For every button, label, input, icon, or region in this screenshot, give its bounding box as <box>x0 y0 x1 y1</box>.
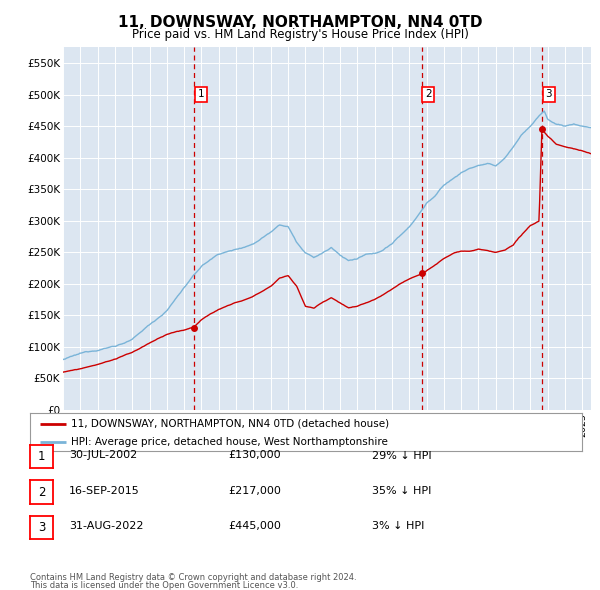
Text: 31-AUG-2022: 31-AUG-2022 <box>69 522 143 531</box>
Text: 1: 1 <box>38 450 45 463</box>
Text: £130,000: £130,000 <box>228 451 281 460</box>
Text: 3% ↓ HPI: 3% ↓ HPI <box>372 522 424 531</box>
Text: 1: 1 <box>197 89 204 99</box>
Text: HPI: Average price, detached house, West Northamptonshire: HPI: Average price, detached house, West… <box>71 437 388 447</box>
Text: Price paid vs. HM Land Registry's House Price Index (HPI): Price paid vs. HM Land Registry's House … <box>131 28 469 41</box>
Text: 30-JUL-2002: 30-JUL-2002 <box>69 451 137 460</box>
Text: 29% ↓ HPI: 29% ↓ HPI <box>372 451 431 460</box>
Text: 2: 2 <box>425 89 431 99</box>
Text: 11, DOWNSWAY, NORTHAMPTON, NN4 0TD: 11, DOWNSWAY, NORTHAMPTON, NN4 0TD <box>118 15 482 30</box>
Text: £217,000: £217,000 <box>228 486 281 496</box>
Text: 16-SEP-2015: 16-SEP-2015 <box>69 486 140 496</box>
Text: 3: 3 <box>545 89 552 99</box>
Text: Contains HM Land Registry data © Crown copyright and database right 2024.: Contains HM Land Registry data © Crown c… <box>30 572 356 582</box>
Text: 11, DOWNSWAY, NORTHAMPTON, NN4 0TD (detached house): 11, DOWNSWAY, NORTHAMPTON, NN4 0TD (deta… <box>71 419 389 429</box>
Text: £445,000: £445,000 <box>228 522 281 531</box>
Text: This data is licensed under the Open Government Licence v3.0.: This data is licensed under the Open Gov… <box>30 581 298 590</box>
Text: 35% ↓ HPI: 35% ↓ HPI <box>372 486 431 496</box>
Text: 3: 3 <box>38 521 45 534</box>
Text: 2: 2 <box>38 486 45 499</box>
